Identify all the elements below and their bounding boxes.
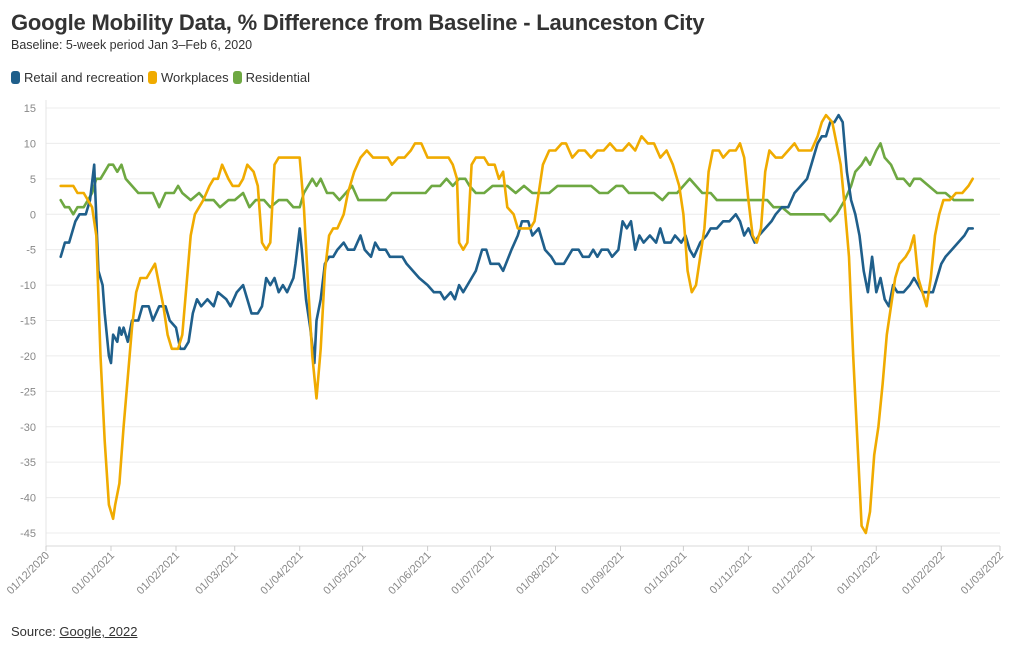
- x-tick-label: 01/08/2021: [514, 550, 561, 597]
- chart-title: Google Mobility Data, % Difference from …: [11, 10, 705, 35]
- legend-swatch-workplaces: [147, 71, 157, 84]
- y-tick-label: 5: [30, 174, 36, 186]
- legend-item-retail[interactable]: Retail and recreation: [11, 70, 144, 85]
- x-tick-label: 01/02/2022: [900, 550, 947, 597]
- x-tick-label: 01/09/2021: [579, 550, 626, 597]
- x-tick-label: 01/02/2021: [135, 550, 182, 597]
- y-tick-label: -10: [20, 280, 36, 292]
- y-tick-label: -30: [20, 422, 36, 434]
- legend-swatch-residential: [232, 71, 242, 84]
- x-tick-label: 01/12/2020: [5, 550, 52, 597]
- y-tick-label: -35: [20, 457, 36, 469]
- y-tick-label: -15: [20, 316, 36, 328]
- x-tick-label: 01/07/2021: [449, 550, 496, 597]
- y-tick-label: 10: [24, 138, 36, 150]
- y-tick-label: 0: [30, 209, 36, 221]
- y-tick-label: 15: [24, 103, 36, 115]
- y-tick-label: -45: [20, 528, 36, 540]
- legend-swatch-retail: [11, 71, 20, 84]
- chart-subtitle: Baseline: 5-week period Jan 3–Feb 6, 202…: [11, 38, 253, 52]
- y-tick-label: -20: [20, 351, 36, 363]
- source-prefix: Source:: [11, 624, 60, 639]
- y-tick-label: -40: [20, 493, 36, 505]
- x-tick-label: 01/01/2021: [70, 550, 117, 597]
- x-tick-label: 01/11/2021: [708, 550, 755, 597]
- legend-label-workplaces: Workplaces: [160, 70, 229, 85]
- legend-label-residential: Residential: [245, 70, 310, 85]
- x-tick-label: 01/01/2022: [835, 550, 882, 597]
- x-tick-label: 01/04/2021: [258, 550, 305, 597]
- series-line-residential: [59, 142, 974, 223]
- series-line-retail-and-recreation: [59, 113, 974, 365]
- legend-label-retail: Retail and recreation: [24, 70, 144, 85]
- legend-item-residential[interactable]: Residential: [232, 70, 310, 85]
- y-tick-label: -25: [20, 386, 36, 398]
- x-tick-label: 01/05/2021: [321, 550, 368, 597]
- x-tick-label: 01/03/2022: [959, 550, 1006, 597]
- x-tick-label: 01/10/2021: [642, 550, 689, 597]
- source-line: Source: Google, 2022: [11, 624, 138, 639]
- y-tick-label: -5: [26, 245, 36, 257]
- x-tick-label: 01/03/2021: [193, 550, 240, 597]
- x-tick-label: 01/12/2021: [770, 550, 817, 597]
- legend-item-workplaces[interactable]: Workplaces: [147, 70, 229, 85]
- x-tick-label: 01/06/2021: [386, 550, 433, 597]
- legend: Retail and recreation Workplaces Residen…: [11, 70, 314, 85]
- source-link[interactable]: Google, 2022: [59, 624, 138, 639]
- series-line-workplaces: [59, 113, 974, 535]
